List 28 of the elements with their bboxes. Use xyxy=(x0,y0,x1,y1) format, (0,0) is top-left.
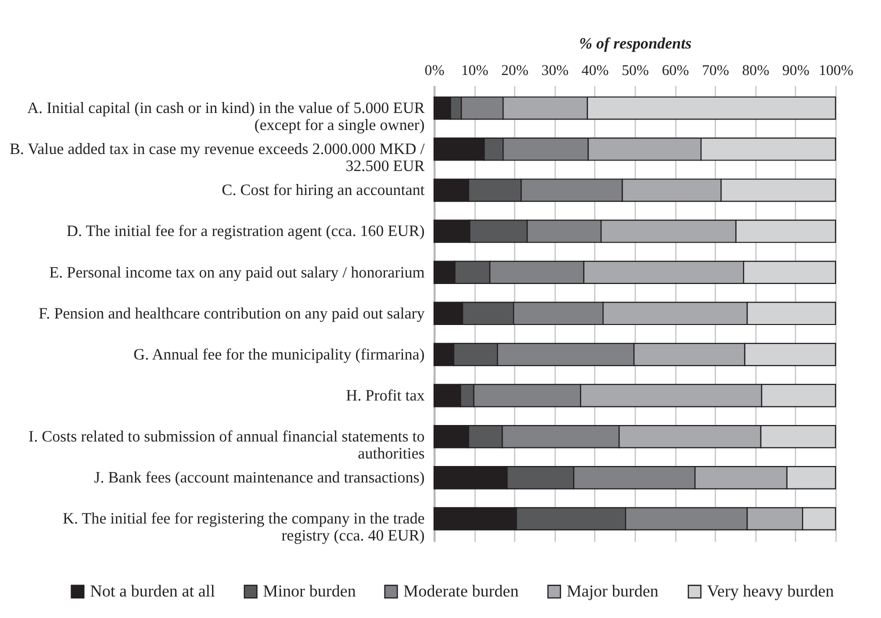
legend-label: Very heavy burden xyxy=(706,582,834,601)
legend-label: Major burden xyxy=(566,582,660,601)
x-tick-label: 90% xyxy=(782,63,810,80)
y-tick-label: A. Initial capital (in cash or in kind) in the value of 5.000 EUR (except for a single owner) xyxy=(27,100,426,134)
y-tick-label: E. Personal income tax on any paid out salary / honorarium xyxy=(49,264,426,282)
x-tick-label: 30% xyxy=(541,63,569,80)
x-tick-label: 20% xyxy=(501,63,528,80)
x-axis-title: % of respondents xyxy=(579,35,692,52)
y-tick-label: H. Profit tax xyxy=(346,388,425,404)
y-tick-label: G. Annual fee for the municipality (firmarina) xyxy=(134,346,425,364)
y-tick-label: D. The initial fee for a registration agent (cca. 160 EUR) xyxy=(66,223,425,240)
x-tick-label: 70% xyxy=(702,63,730,80)
y-tick-label: F. Pension and healthcare contribution on any paid out salary xyxy=(38,305,425,322)
x-tick-label: 80% xyxy=(742,63,770,80)
y-tick-label: C. Cost for hiring an accountant xyxy=(222,182,426,200)
x-tick-label: 60% xyxy=(662,63,690,80)
y-tick-label: I. Costs related to submission of annual financial statements to authorities xyxy=(28,428,425,462)
legend-label: Moderate burden xyxy=(403,582,520,601)
legend-label: Not a burden at all xyxy=(90,582,216,601)
legend-label: Minor burden xyxy=(263,582,356,601)
y-tick-label: B. Value added tax in case my revenue exceeds 2.000.000 MKD / 32.500 EUR xyxy=(10,141,426,175)
x-tick-label: 40% xyxy=(582,63,609,80)
y-tick-label: K. The initial fee for registering the company in the trade registry (cca. 40 EUR) xyxy=(62,510,425,545)
y-tick-label: J. Bank fees (account maintenance and transactions) xyxy=(94,470,425,487)
x-tick-label: 10% xyxy=(461,63,488,80)
x-tick-label: 100% xyxy=(818,63,854,80)
x-tick-label: 50% xyxy=(622,63,649,80)
x-tick-label: 0% xyxy=(424,63,444,80)
